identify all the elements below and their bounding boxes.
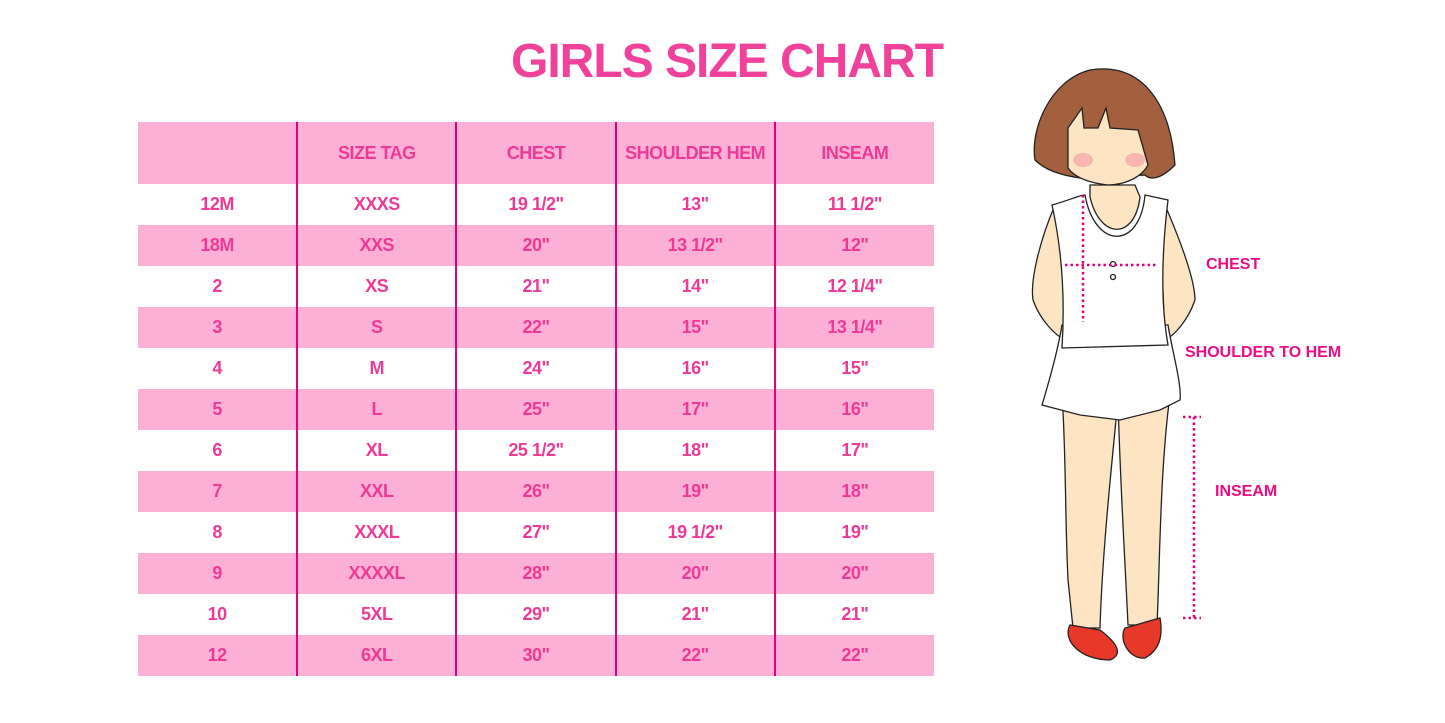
cell-size-tag: L — [296, 389, 457, 430]
cell-size-tag: XXXXL — [296, 553, 457, 594]
inseam-label: INSEAM — [1215, 483, 1278, 500]
cell-size: 12 — [138, 635, 298, 676]
left-shoe — [1067, 624, 1119, 661]
right-shoe — [1122, 617, 1162, 659]
cell-shoulder-hem: 18" — [614, 430, 775, 471]
header-inseam: INSEAM — [773, 122, 934, 184]
cell-shoulder-hem: 15" — [614, 307, 775, 348]
table-row: 3 S 22" 15" 13 1/4" — [138, 307, 934, 348]
table-row: 4 M 24" 16" 15" — [138, 348, 934, 389]
table-row: 18M XXS 20" 13 1/2" 12" — [138, 225, 934, 266]
table-row: 6 XL 25 1/2" 18" 17" — [138, 430, 934, 471]
cell-chest: 25" — [455, 389, 616, 430]
table-row: 8 XXXL 27" 19 1/2" 19" — [138, 512, 934, 553]
table-header-row: SIZE TAG CHEST SHOULDER HEM INSEAM — [138, 122, 934, 184]
cell-shoulder-hem: 14" — [614, 266, 775, 307]
table-row: 12 6XL 30" 22" 22" — [138, 635, 934, 676]
cell-size-tag: XL — [296, 430, 457, 471]
cell-shoulder-hem: 22" — [614, 635, 775, 676]
cell-size: 3 — [138, 307, 298, 348]
cell-chest: 30" — [455, 635, 616, 676]
table-row: 10 5XL 29" 21" 21" — [138, 594, 934, 635]
cell-chest: 27" — [455, 512, 616, 553]
table-row: 5 L 25" 17" 16" — [138, 389, 934, 430]
cell-size: 4 — [212, 358, 222, 378]
cell-size: 10 — [207, 604, 228, 624]
cell-size-tag: XXL — [296, 471, 457, 512]
header-chest: CHEST — [455, 122, 616, 184]
cell-size: 8 — [212, 522, 222, 542]
cell-shoulder-hem: 20" — [614, 553, 775, 594]
cell-inseam: 15" — [773, 348, 934, 389]
header-shoulder-hem: SHOULDER HEM — [614, 122, 775, 184]
cell-inseam: 18" — [773, 471, 934, 512]
page-title: GIRLS SIZE CHART — [511, 35, 944, 88]
cell-inseam: 13 1/4" — [773, 307, 934, 348]
cell-chest: 24" — [455, 348, 616, 389]
cell-shoulder-hem: 16" — [614, 348, 775, 389]
cell-shoulder-hem: 19" — [614, 471, 775, 512]
cell-shoulder-hem: 17" — [614, 389, 775, 430]
cell-inseam: 21" — [773, 594, 934, 635]
cell-size-tag: XXS — [296, 225, 457, 266]
shirt — [1051, 194, 1169, 349]
cell-chest: 22" — [455, 307, 616, 348]
cell-chest: 28" — [455, 553, 616, 594]
table-row: 2 XS 21" 14" 12 1/4" — [138, 266, 934, 307]
cell-size-tag: XXXS — [296, 184, 457, 225]
table-row: 7 XXL 26" 19" 18" — [138, 471, 934, 512]
cell-inseam: 17" — [773, 430, 934, 471]
right-leg — [1117, 394, 1171, 626]
left-leg — [1061, 394, 1119, 629]
cell-inseam: 19" — [773, 512, 934, 553]
cell-size: 7 — [138, 471, 298, 512]
cell-inseam: 12" — [773, 225, 934, 266]
cell-size-tag: 6XL — [296, 635, 457, 676]
cell-chest: 25 1/2" — [455, 430, 616, 471]
header-size — [138, 122, 298, 184]
cell-size: 5 — [138, 389, 298, 430]
size-table: SIZE TAG CHEST SHOULDER HEM INSEAM 12M XX… — [138, 122, 934, 676]
cell-chest: 21" — [455, 266, 616, 307]
cell-inseam: 22" — [773, 635, 934, 676]
cell-chest: 20" — [455, 225, 616, 266]
cell-shoulder-hem: 19 1/2" — [614, 512, 775, 553]
cell-size: 18M — [138, 225, 298, 266]
cell-size: 6 — [212, 440, 222, 460]
cell-size: 9 — [138, 553, 298, 594]
cell-inseam: 12 1/4" — [773, 266, 934, 307]
cell-chest: 26" — [455, 471, 616, 512]
table-row: 12M XXXS 19 1/2" 13" 11 1/2" — [138, 184, 934, 225]
cell-shoulder-hem: 13" — [614, 184, 775, 225]
chest-label: CHEST — [1206, 256, 1261, 273]
header-size-tag: SIZE TAG — [296, 122, 457, 184]
table-row: 9 XXXXL 28" 20" 20" — [138, 553, 934, 594]
cell-chest: 19 1/2" — [455, 184, 616, 225]
cell-size-tag: S — [296, 307, 457, 348]
cell-inseam: 11 1/2" — [773, 184, 934, 225]
cell-size-tag: XXXL — [296, 512, 457, 553]
cell-shoulder-hem: 13 1/2" — [614, 225, 775, 266]
cell-inseam: 20" — [773, 553, 934, 594]
cell-size: 2 — [212, 276, 222, 296]
cell-shoulder-hem: 21" — [614, 594, 775, 635]
shoulder-to-hem-label: SHOULDER TO HEM — [1185, 344, 1342, 361]
skirt — [1041, 324, 1181, 421]
cell-size-tag: 5XL — [296, 594, 457, 635]
cell-chest: 29" — [455, 594, 616, 635]
cell-size-tag: M — [296, 348, 457, 389]
cell-size: 12M — [200, 194, 234, 214]
cell-inseam: 16" — [773, 389, 934, 430]
cell-size-tag: XS — [296, 266, 457, 307]
